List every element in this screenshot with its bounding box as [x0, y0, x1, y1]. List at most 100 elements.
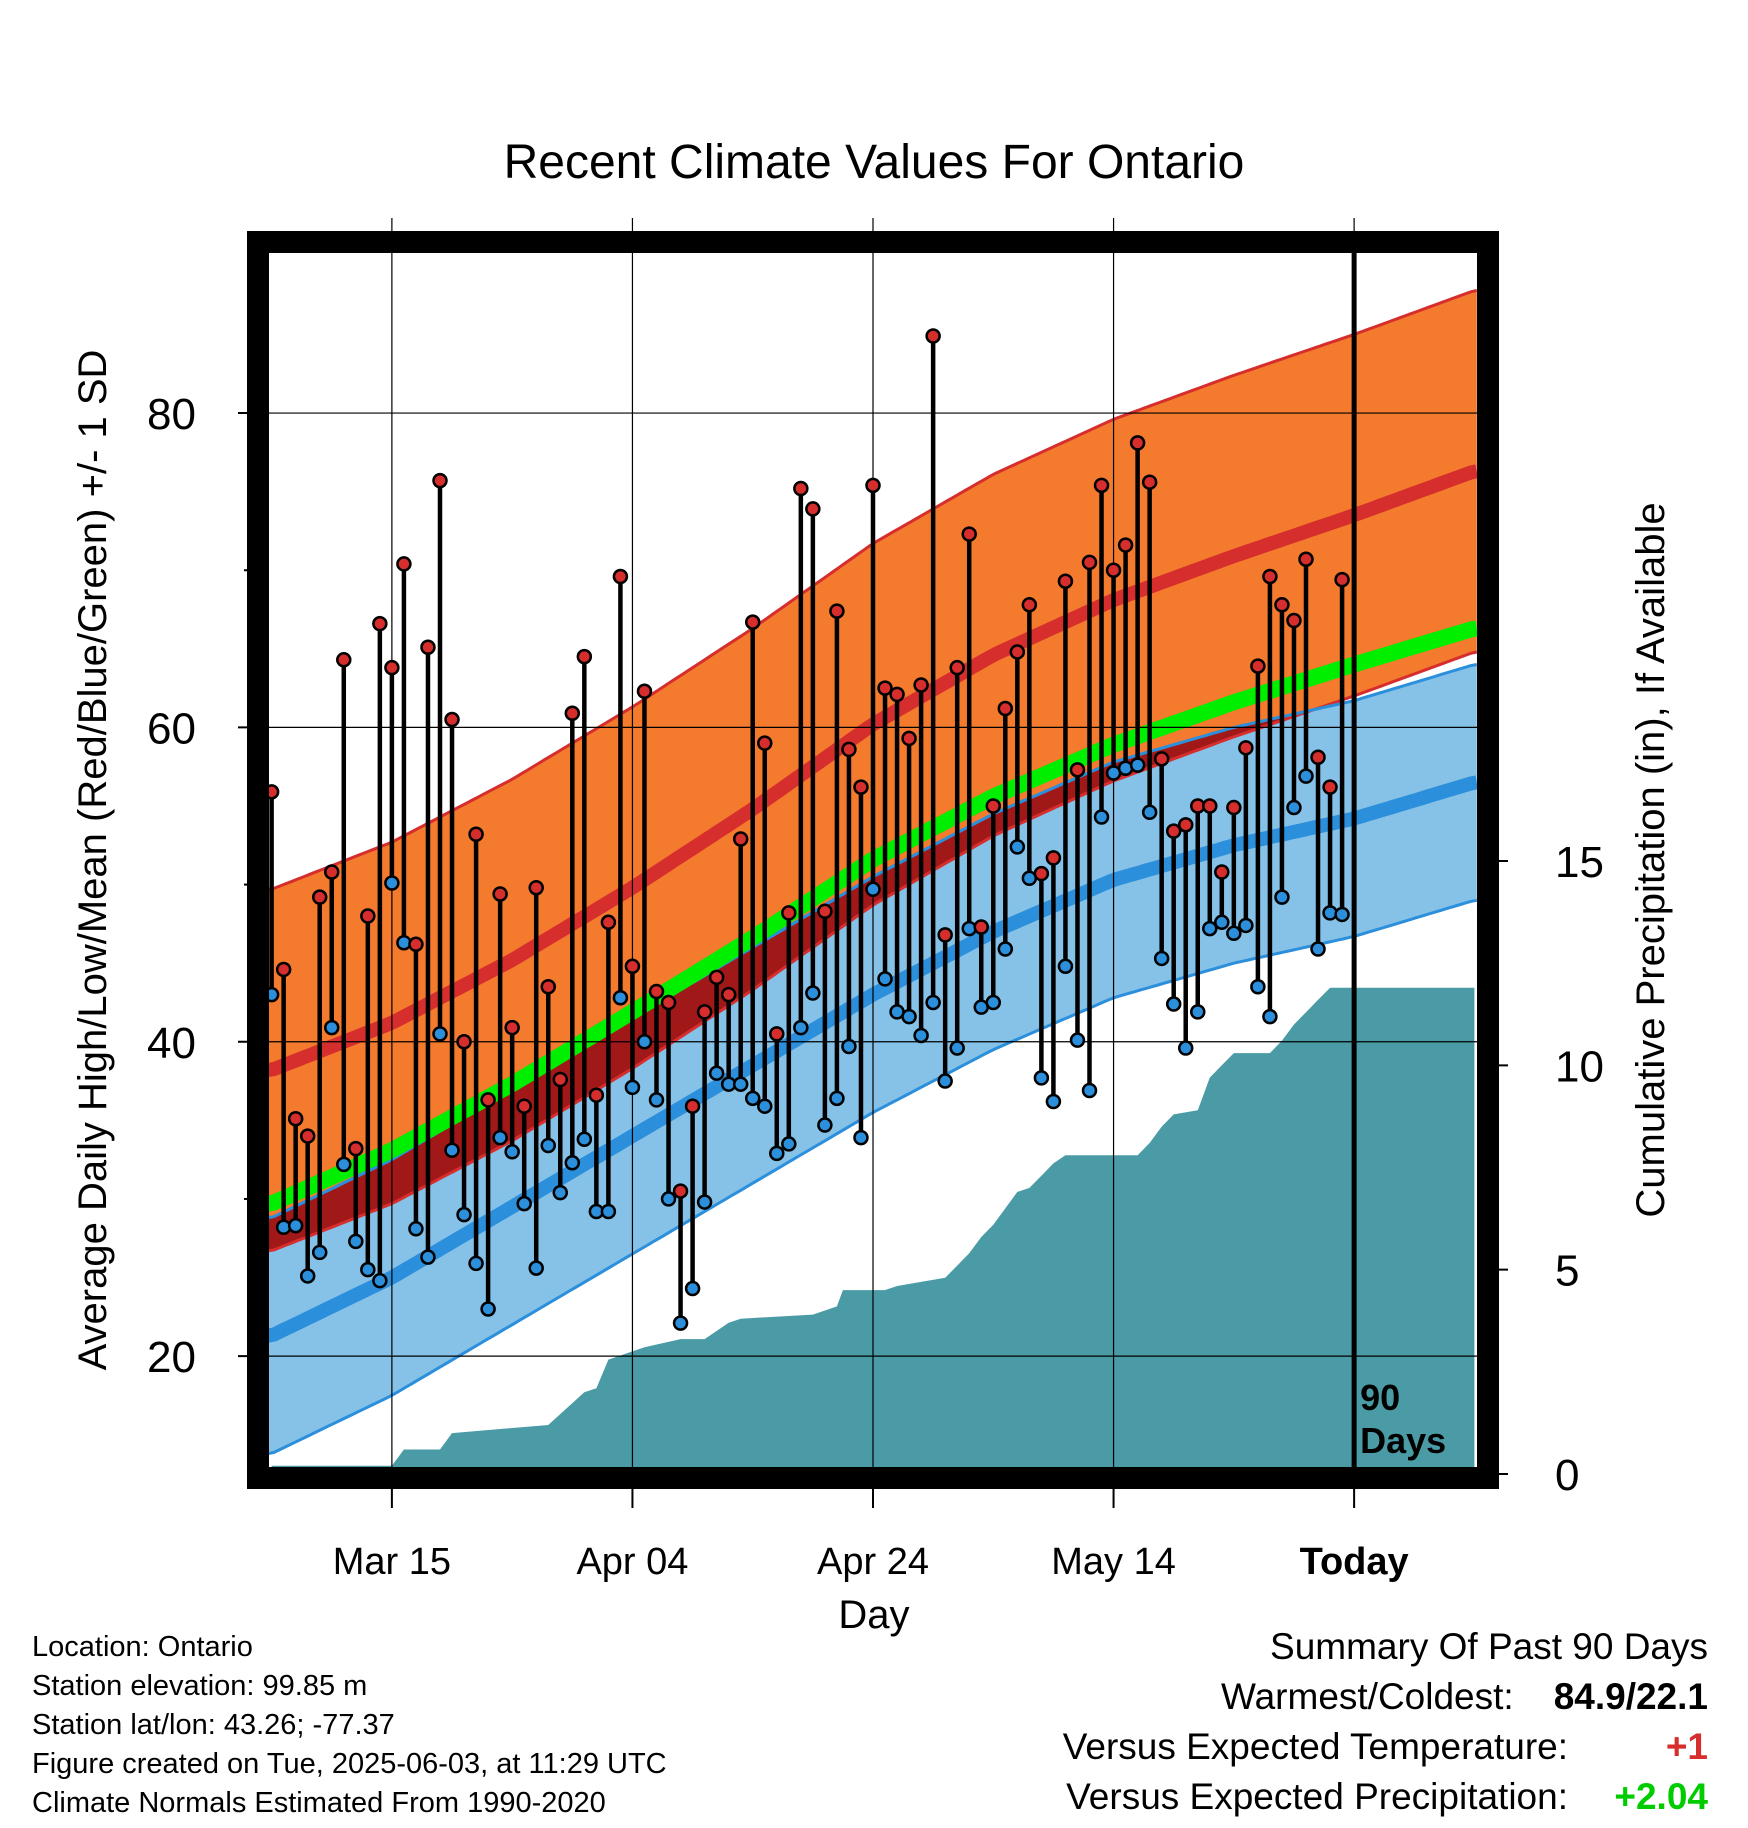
- daily-high-point: [492, 886, 508, 902]
- daily-low-point: [1286, 799, 1302, 816]
- daily-high-point: [564, 705, 581, 722]
- y2-tick-label: 0: [1555, 1451, 1579, 1500]
- daily-high-point: [552, 1071, 569, 1088]
- x-tick-label: Mar 15: [333, 1541, 451, 1583]
- y2-tick-label: 10: [1555, 1042, 1604, 1091]
- daily-low-point: [432, 1026, 448, 1042]
- x-tick-label: Today: [1300, 1541, 1409, 1583]
- today-days-number: 90: [1360, 1377, 1400, 1418]
- daily-high-point: [720, 986, 737, 1003]
- location-text: Location: Ontario: [32, 1631, 253, 1663]
- daily-high-point: [901, 730, 917, 747]
- daily-high-point: [805, 501, 821, 517]
- daily-low-point: [1153, 950, 1170, 967]
- daily-high-point: [1093, 477, 1110, 494]
- x-axis-label: Day: [838, 1593, 909, 1637]
- daily-low-point: [600, 1203, 617, 1220]
- daily-high-point: [985, 798, 1002, 814]
- today-days-word: Days: [1360, 1420, 1446, 1461]
- daily-low-point: [1177, 1040, 1194, 1056]
- daily-high-point: [1286, 612, 1302, 629]
- daily-low-point: [793, 1019, 809, 1036]
- daily-low-point: [480, 1301, 496, 1317]
- daily-high-point: [1262, 568, 1278, 585]
- daily-low-point: [408, 1221, 424, 1237]
- daily-high-point: [1214, 864, 1230, 880]
- daily-low-point: [1033, 1070, 1050, 1086]
- daily-low-point: [985, 994, 1002, 1011]
- daily-high-point: [756, 735, 773, 751]
- daily-low-point: [1165, 996, 1182, 1012]
- daily-high-point: [384, 659, 400, 676]
- daily-high-point: [744, 614, 761, 630]
- daily-low-point: [949, 1040, 965, 1056]
- daily-low-point: [287, 1217, 304, 1234]
- daily-low-point: [348, 1233, 364, 1250]
- daily-high-point: [1322, 779, 1338, 795]
- daily-high-point: [1033, 865, 1050, 882]
- daily-low-point: [420, 1249, 436, 1265]
- daily-high-point: [576, 648, 593, 665]
- daily-high-point: [1238, 740, 1254, 756]
- daily-low-point: [468, 1255, 484, 1272]
- daily-high-point: [360, 908, 376, 924]
- warm-cold-value: 84.9/22.1: [1553, 1676, 1708, 1717]
- daily-high-point: [877, 680, 893, 696]
- daily-low-point: [1045, 1093, 1062, 1110]
- daily-low-point: [805, 985, 821, 1001]
- daily-high-point: [829, 603, 845, 619]
- daily-high-point: [1250, 658, 1266, 674]
- daily-high-point: [444, 711, 460, 728]
- daily-high-point: [636, 683, 653, 699]
- created-text: Figure created on Tue, 2025-06-03, at 11…: [32, 1748, 667, 1780]
- daily-high-point: [853, 779, 869, 795]
- daily-high-point: [937, 927, 953, 943]
- daily-high-point: [769, 1026, 785, 1042]
- daily-high-point: [1202, 798, 1218, 814]
- daily-low-point: [552, 1184, 569, 1201]
- daily-high-point: [1117, 537, 1134, 553]
- daily-high-point: [913, 677, 929, 693]
- daily-low-point: [841, 1038, 857, 1055]
- daily-high-point: [1226, 799, 1242, 816]
- y-tick-label: 80: [147, 390, 196, 439]
- x-tick-label: May 14: [1051, 1541, 1176, 1583]
- daily-low-point: [877, 971, 893, 987]
- daily-low-point: [1310, 941, 1326, 957]
- daily-low-point: [756, 1098, 773, 1114]
- daily-low-point: [444, 1142, 460, 1158]
- daily-high-point: [299, 1128, 316, 1144]
- x-tick-label: Apr 24: [817, 1541, 929, 1583]
- daily-high-point: [1081, 554, 1098, 571]
- daily-high-point: [817, 903, 833, 920]
- daily-high-point: [889, 686, 905, 703]
- daily-low-point: [937, 1073, 953, 1089]
- daily-low-point: [624, 1079, 641, 1096]
- daily-high-point: [336, 652, 352, 668]
- daily-high-point: [1298, 551, 1314, 567]
- daily-high-point: [672, 1183, 689, 1199]
- warm-cold-label: Warmest/Coldest:: [1221, 1676, 1514, 1717]
- daily-low-point: [564, 1155, 581, 1171]
- daily-high-point: [396, 556, 412, 572]
- daily-high-point: [1045, 850, 1062, 866]
- daily-high-point: [468, 826, 484, 843]
- daily-high-point: [732, 831, 749, 847]
- daily-high-point: [997, 700, 1014, 717]
- daily-low-point: [696, 1194, 713, 1210]
- daily-high-point: [961, 526, 977, 542]
- daily-high-point: [372, 615, 388, 632]
- daily-low-point: [504, 1144, 520, 1160]
- elevation-text: Station elevation: 99.85 m: [32, 1670, 368, 1702]
- daily-high-point: [708, 969, 725, 986]
- warm-cold-row: Warmest/Coldest: 84.9/22.1: [1063, 1672, 1708, 1722]
- daily-low-point: [1262, 1008, 1278, 1025]
- daily-high-point: [624, 958, 641, 975]
- daily-low-point: [1093, 809, 1110, 825]
- daily-low-point: [913, 1027, 929, 1044]
- daily-high-point: [540, 978, 556, 995]
- daily-low-point: [853, 1129, 869, 1146]
- y-axis-label: Average Daily High/Low/Mean (Red/Blue/Gr…: [71, 350, 115, 1371]
- summary-heading: Summary Of Past 90 Days: [1270, 1626, 1708, 1667]
